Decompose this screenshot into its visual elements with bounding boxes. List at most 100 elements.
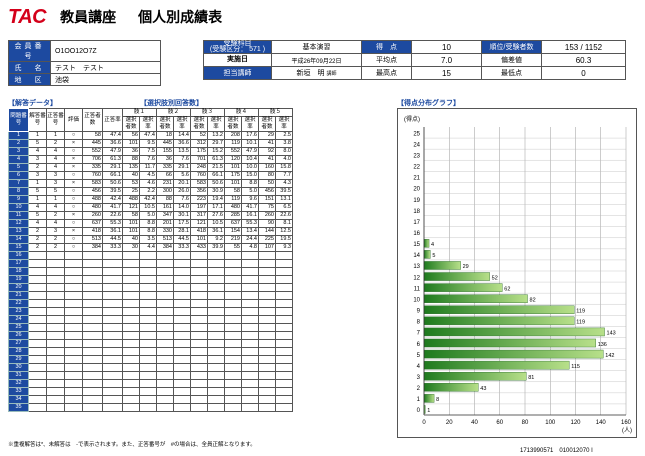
table-row: 7 1 3 × 583 50.6 53 4.6 231 20.1 583 50.6 101 8.8 50 4.… [8,179,293,188]
correct-count-cell: 488 [82,195,103,204]
bar-data-label: 8 [436,397,439,403]
choice-cell: 513 [156,235,174,244]
choice-cell: 27.6 [207,211,225,220]
empty-cell [241,395,259,404]
choice-cell: 66 [156,171,174,180]
empty-cell [241,259,259,268]
empty-cell [28,331,47,340]
table-row: 21 [8,291,293,300]
correct-count-cell: 260 [82,211,103,220]
empty-cell [139,387,157,396]
empty-cell [139,275,157,284]
choice-cell: 13.4 [241,227,259,236]
choice-cell: 11.7 [139,163,157,172]
eval-cell: ○ [64,171,83,180]
choice-cell: 50 [258,179,276,188]
empty-cell [275,387,293,396]
bar [423,316,575,326]
choice-cell: 55 [224,243,242,252]
empty-cell [64,379,83,388]
choice-cell: 26.0 [173,187,191,196]
empty-cell [207,251,225,260]
y-tick-label: 24 [413,142,420,148]
table-row: 6 3 3 ○ 760 66.1 40 4.5 66 5.6 760 66.1 175 15.0 80 7.7 [8,171,293,180]
choice-cell: 15.8 [275,163,293,172]
empty-cell [241,315,259,324]
answer-cell: 2 [28,227,47,236]
empty-cell [156,363,174,372]
empty-cell [190,267,208,276]
choice-cell: 58 [224,187,242,196]
choice-cell: 300 [156,187,174,196]
eval-cell: × [64,211,83,220]
empty-cell [207,291,225,300]
choice-cell: 418 [190,227,208,236]
empty-cell [190,331,208,340]
exam-summary-table: 受験科目 (受験区分： 571 ) 基本演習 得 点 10 順位/受験者数 153… [203,40,626,80]
choice-cell: 637 [224,219,242,228]
empty-cell [173,291,191,300]
choice-cell: 101 [224,179,242,188]
choice-cell: 15.2 [207,147,225,156]
choice-cell: 583 [190,179,208,188]
bar-data-label: 29 [463,264,469,270]
question-number-cell: 4 [8,155,29,164]
empty-cell [122,387,140,396]
choice-cell: 175 [224,171,242,180]
empty-cell [46,275,65,284]
bar [423,394,435,403]
choice-cell: 4.0 [275,155,293,164]
bar-data-label: 52 [492,275,498,281]
instructor-label: 担当講師 [203,66,272,80]
bar-data-label: 1 [427,408,430,414]
empty-cell [82,251,103,260]
empty-cell [82,379,103,388]
empty-cell [258,339,276,348]
empty-cell [64,259,83,268]
choice-cell: 231 [156,179,174,188]
empty-cell [64,291,83,300]
member-no-label: 会員番号 [8,40,51,62]
empty-cell [28,275,47,284]
empty-cell [64,403,83,412]
y-tick-label: 14 [413,253,420,259]
question-number-cell: 34 [8,395,29,404]
empty-cell [139,267,157,276]
y-tick-label: 22 [413,165,420,171]
empty-cell [156,259,174,268]
instructor-value: 新垣 明 講師 [271,66,362,80]
choice-cell: 121 [122,203,140,212]
choice-group-2: 肢２ [156,108,191,117]
choice-cell: 12.5 [275,227,293,236]
date-value: 平成26年09月22日 [271,53,362,67]
empty-cell [46,347,65,356]
empty-cell [139,299,157,308]
empty-cell [156,267,174,276]
choice-cell: 151 [258,195,276,204]
question-number-cell: 29 [8,355,29,364]
empty-cell [207,299,225,308]
empty-cell [190,379,208,388]
choice-cell: 285 [224,211,242,220]
empty-cell [258,275,276,284]
choice-cell: 29 [258,131,276,140]
empty-cell [173,315,191,324]
empty-cell [258,379,276,388]
choice-cell: 445 [156,139,174,148]
empty-cell [224,251,242,260]
empty-cell [241,371,259,380]
empty-cell [139,323,157,332]
empty-cell [139,259,157,268]
empty-cell [190,299,208,308]
empty-cell [139,251,157,260]
empty-cell [190,259,208,268]
y-tick-label: 11 [414,286,421,292]
empty-cell [28,403,47,412]
empty-cell [28,347,47,356]
y-tick-label: 9 [417,309,421,315]
eval-cell: ○ [64,187,83,196]
choice-cell: 15.0 [241,171,259,180]
empty-cell [46,339,65,348]
y-tick-label: 8 [417,320,421,326]
choice-cell: 2.5 [275,131,293,140]
